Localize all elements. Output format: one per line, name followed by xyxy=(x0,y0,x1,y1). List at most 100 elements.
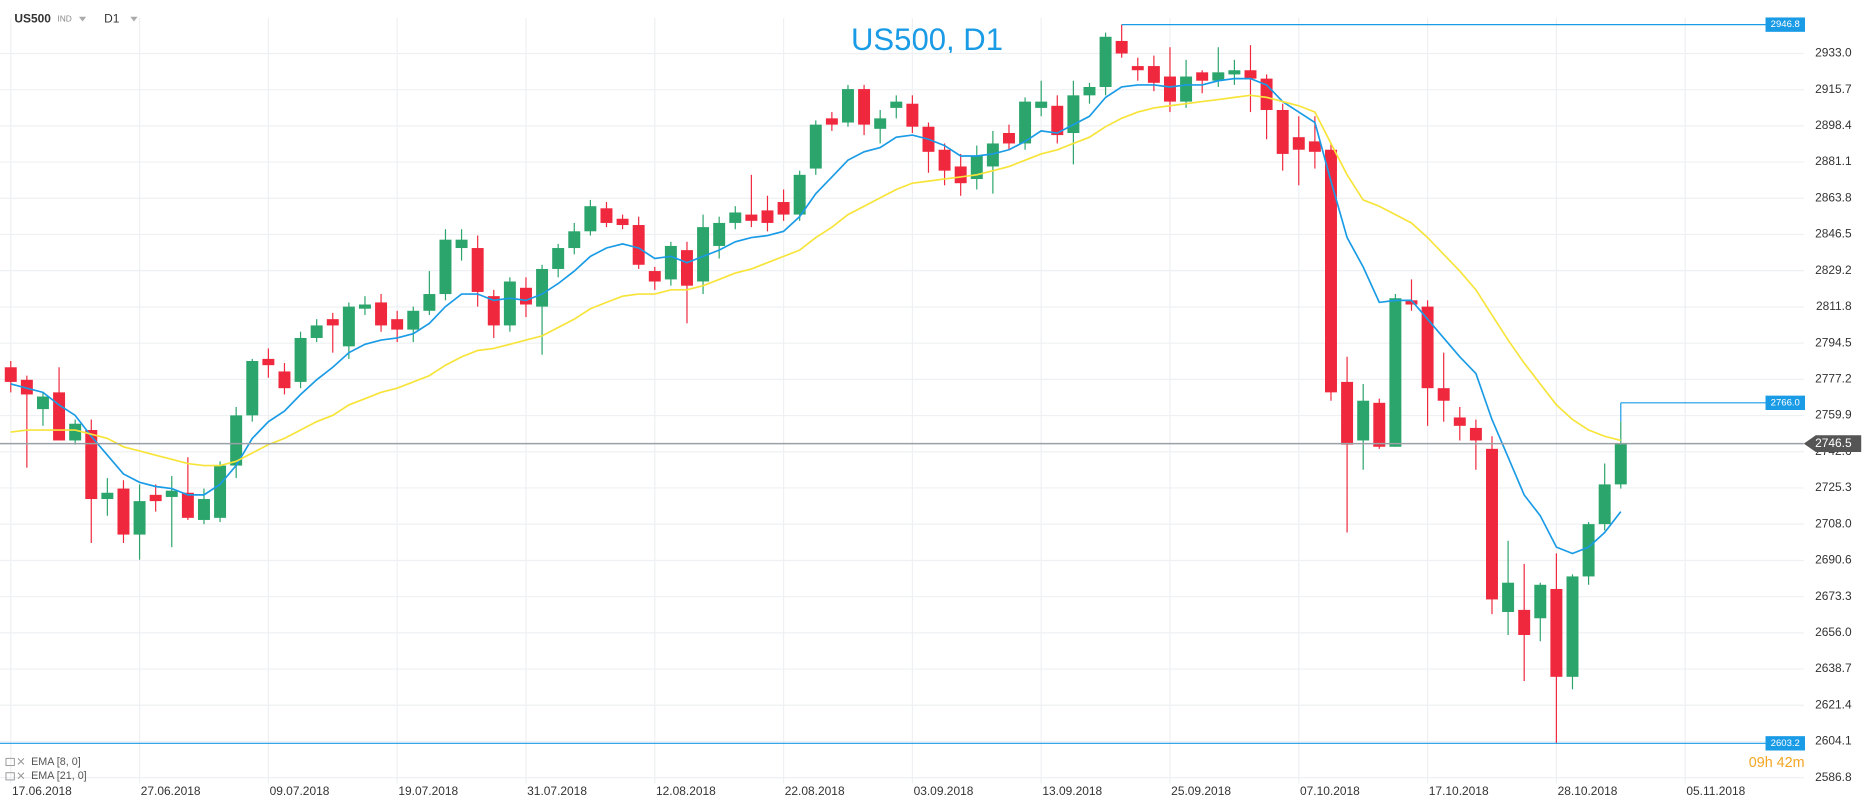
candle-body xyxy=(536,268,549,307)
y-tick-label: 2846.5 xyxy=(1815,227,1852,241)
candle-body xyxy=(246,360,259,416)
candle-body xyxy=(326,319,339,326)
candle-body xyxy=(713,222,726,246)
candle-body xyxy=(149,494,162,502)
candle-body xyxy=(600,208,613,223)
candle-body xyxy=(664,245,677,280)
price-tag-label: 2946.8 xyxy=(1771,19,1800,30)
x-tick-label: 27.06.2018 xyxy=(141,784,201,798)
legend-close xyxy=(17,757,25,765)
candle-body xyxy=(1373,402,1386,447)
y-tick-label: 2690.6 xyxy=(1815,553,1852,567)
candle-body xyxy=(680,250,693,286)
candle-body xyxy=(69,423,82,441)
candle-body xyxy=(1469,427,1482,441)
candle-body xyxy=(858,89,871,125)
candle-body xyxy=(133,501,146,535)
candle-body xyxy=(1389,298,1402,447)
candle-body xyxy=(1357,400,1370,441)
candle-body xyxy=(697,227,710,282)
candle-body xyxy=(1341,381,1354,445)
candle-body xyxy=(230,415,243,466)
x-tick-label: 03.09.2018 xyxy=(914,784,974,798)
y-tick-label: 2586.8 xyxy=(1815,770,1852,784)
candle-body xyxy=(117,488,130,535)
y-tick-label: 2673.3 xyxy=(1815,589,1852,603)
x-tick-label: 22.08.2018 xyxy=(785,784,845,798)
grid xyxy=(0,17,1804,784)
candle-body xyxy=(1405,300,1418,305)
symbol-caret[interactable] xyxy=(78,16,87,22)
candle-body xyxy=(294,337,307,382)
y-tick-label: 2811.8 xyxy=(1816,299,1852,313)
candle-body xyxy=(358,304,371,309)
x-tick-label: 17.06.2018 xyxy=(12,784,72,798)
candle-body xyxy=(1598,484,1611,525)
y-tick-label: 2881.1 xyxy=(1815,154,1852,168)
candle-body xyxy=(1292,137,1305,150)
candle-body xyxy=(423,294,436,311)
candle-body xyxy=(1276,109,1289,154)
candle-body xyxy=(1550,588,1563,677)
timeframe[interactable]: D1 xyxy=(104,11,120,25)
candle-body xyxy=(1421,306,1434,389)
candle-body xyxy=(391,319,404,330)
candle-body xyxy=(375,302,388,326)
candle-body xyxy=(439,239,452,295)
candle-body xyxy=(1067,95,1080,133)
candle-body xyxy=(777,202,790,215)
candle-body xyxy=(938,149,951,171)
candle-body xyxy=(632,225,645,265)
candle-body xyxy=(214,465,227,518)
candle-body xyxy=(342,306,355,347)
candle-body xyxy=(278,371,291,389)
candle-body xyxy=(4,367,17,382)
candle-body xyxy=(1051,105,1064,136)
candles xyxy=(4,24,1627,744)
candle-body xyxy=(986,143,999,167)
candle-body xyxy=(36,396,49,410)
x-tick-label: 25.09.2018 xyxy=(1171,784,1231,798)
symbol[interactable]: US500 xyxy=(14,11,51,25)
candle-body xyxy=(793,174,806,215)
candle-body xyxy=(1228,70,1241,75)
candle-body xyxy=(954,166,967,184)
ema-line xyxy=(10,94,1621,467)
candle-body xyxy=(181,492,194,518)
candle-body xyxy=(1244,70,1257,79)
y-tick-label: 2863.8 xyxy=(1815,190,1852,204)
x-tick-label: 12.08.2018 xyxy=(656,784,716,798)
candle-body xyxy=(165,490,178,497)
candle-body xyxy=(1308,141,1321,152)
candle-body xyxy=(1614,443,1627,485)
instrument-type: IND xyxy=(57,13,71,23)
candle-body xyxy=(1196,72,1209,81)
candle-body xyxy=(1164,76,1176,102)
ema-line xyxy=(10,77,1622,555)
x-tick-label: 05.11.2018 xyxy=(1686,784,1745,798)
candle-body xyxy=(584,206,597,232)
candle-body xyxy=(648,271,661,282)
legend-label: EMA [8, 0] xyxy=(31,756,81,768)
price-tag xyxy=(1765,17,1805,32)
candle-body xyxy=(1083,86,1096,96)
candle-body xyxy=(53,392,66,441)
y-tick-label: 2777.2 xyxy=(1815,372,1852,386)
candle-body xyxy=(310,325,323,338)
legend-close xyxy=(17,772,25,780)
candle-body xyxy=(825,118,838,125)
price-tag-label: 2746.5 xyxy=(1815,436,1852,450)
candle-body xyxy=(970,156,983,180)
price-tag xyxy=(1765,395,1805,410)
x-tick-label: 13.09.2018 xyxy=(1042,784,1102,798)
price-tag xyxy=(1765,736,1805,751)
price-tag-label: 2603.2 xyxy=(1771,738,1800,749)
candle-body xyxy=(20,379,33,395)
candle-body xyxy=(85,430,98,500)
timeframe-caret[interactable] xyxy=(130,16,138,22)
chart-title: US500, D1 xyxy=(851,22,1003,57)
candle-body xyxy=(1437,388,1450,401)
candle-body xyxy=(616,218,629,226)
